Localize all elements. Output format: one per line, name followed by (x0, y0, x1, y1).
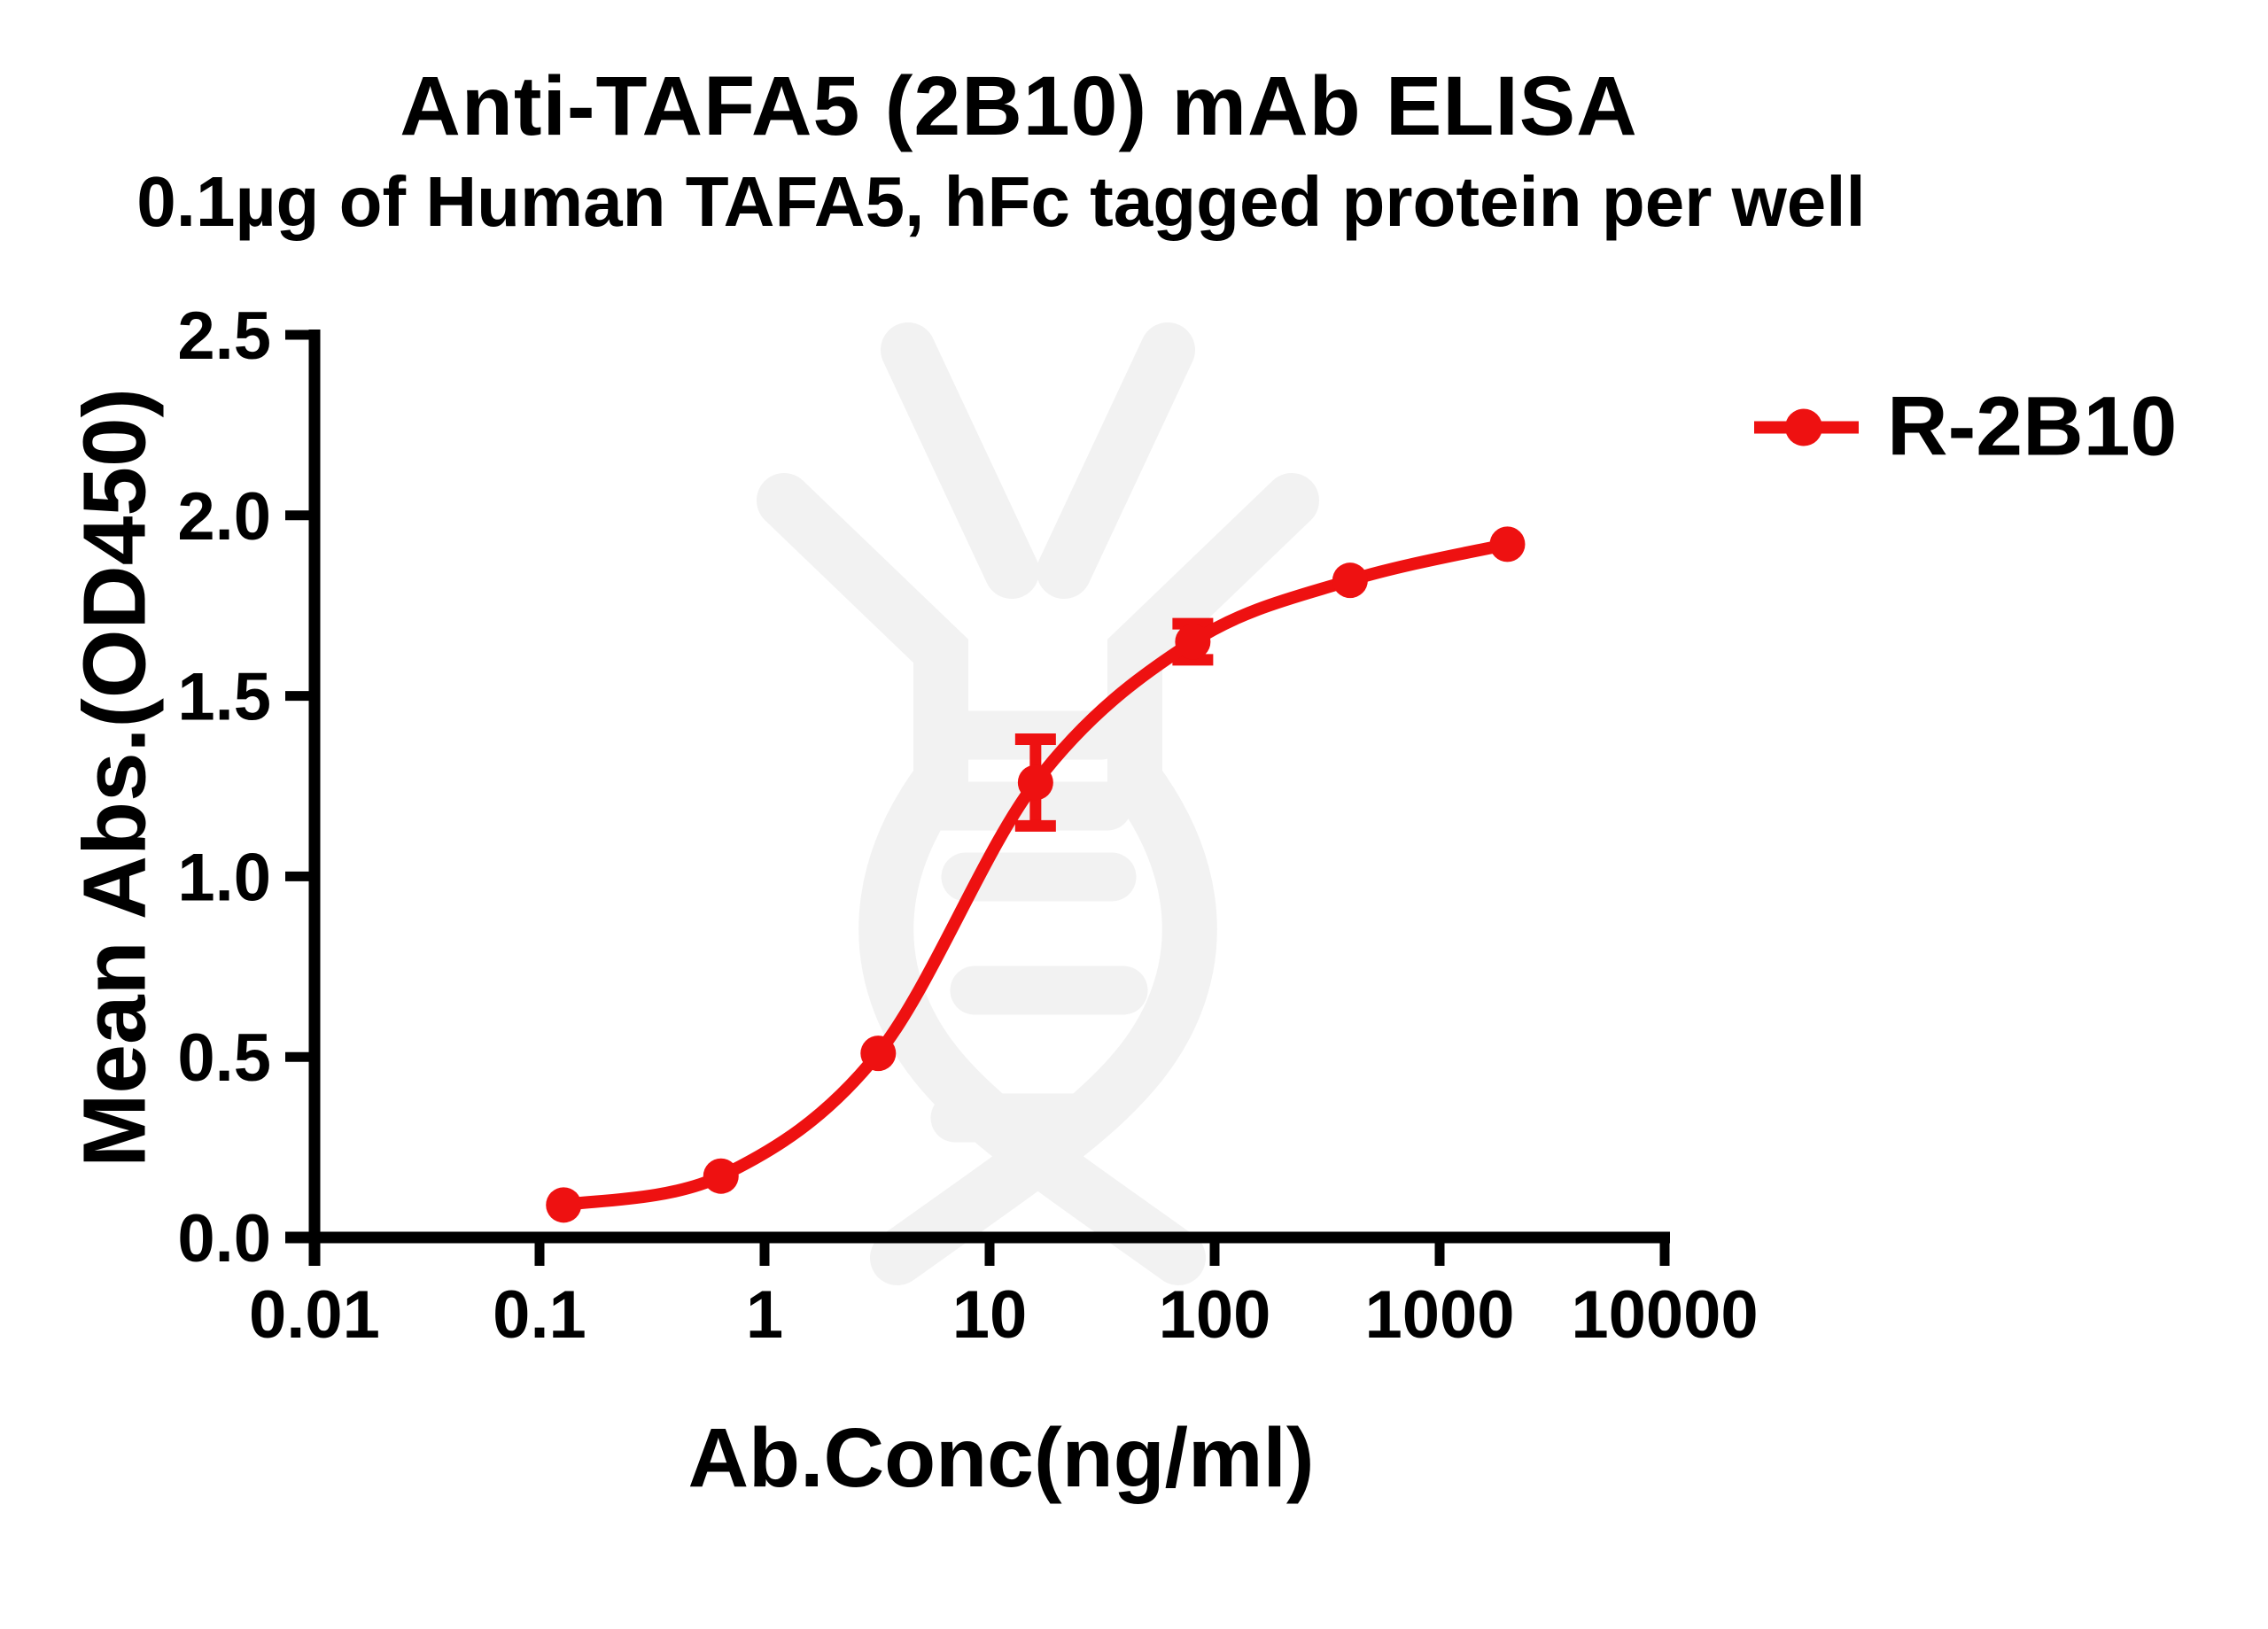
x-tick-label: 1000 (1364, 1277, 1514, 1353)
y-tick-label: 0.5 (177, 1020, 271, 1096)
axes: 0.0 0.5 1.0 1.5 2.0 2.5 0.01 0.1 1 10 100 1000 10000 (177, 299, 1758, 1353)
y-tick-label: 1.5 (177, 660, 271, 735)
data-point-marker (1489, 526, 1526, 562)
x-tick-label: 0.1 (493, 1277, 586, 1353)
x-tick-label: 1 (746, 1277, 783, 1353)
legend-marker-icon (1754, 408, 1859, 446)
data-point-marker (1175, 624, 1211, 660)
y-tick-label: 2.0 (177, 479, 271, 555)
data-point-marker (546, 1187, 582, 1223)
series-layer (546, 526, 1526, 1223)
x-axis-title: Ab.Conc(ng/ml) (687, 1411, 1315, 1505)
legend-series-label: R-2B10 (1887, 379, 2178, 474)
y-tick-label: 1.0 (177, 840, 271, 915)
legend: R-2B10 (1752, 379, 2177, 476)
data-point-marker (1017, 764, 1053, 801)
data-point-marker (1332, 562, 1368, 599)
y-tick-label: 2.5 (177, 299, 271, 374)
x-tick-label: 10 (952, 1277, 1028, 1353)
y-tick-label: 0.0 (177, 1201, 271, 1276)
data-point-marker (703, 1158, 739, 1194)
x-tick-label: 0.01 (249, 1277, 380, 1353)
chart-title: Anti-TAFA5 (2B10) mAb ELISA (400, 59, 1638, 153)
x-tick-label: 100 (1159, 1277, 1271, 1353)
chart-subtitle: 0.1µg of Human TAFA5, hFc tagged protein… (136, 162, 1866, 241)
y-axis-title: Mean Abs.(OD450) (65, 388, 165, 1167)
x-tick-label: 10000 (1571, 1277, 1758, 1353)
data-point-marker (860, 1036, 897, 1072)
